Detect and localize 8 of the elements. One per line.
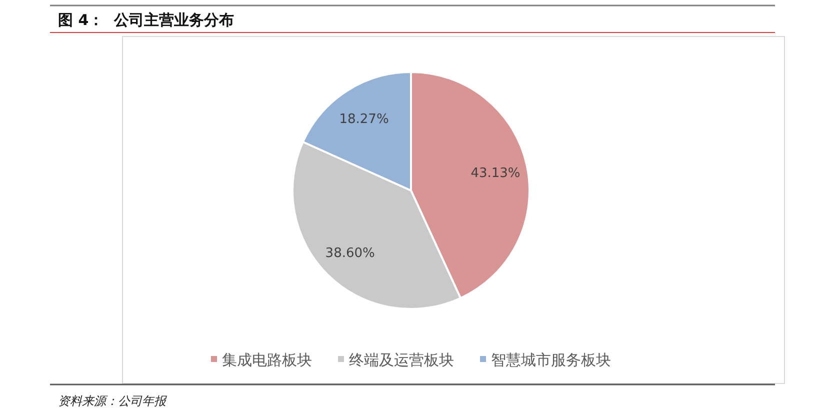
data-label: 18.27%	[339, 112, 389, 127]
data-label: 38.60%	[325, 246, 375, 261]
chart-title: 图 4： 公司主营业务分布	[58, 11, 234, 29]
legend-label: 终端及运营板块	[349, 351, 454, 369]
data-label: 43.13%	[470, 166, 520, 181]
text: 资料来源：公司年报	[58, 394, 167, 408]
legend-label: 集成电路板块	[222, 351, 312, 369]
legend-label: 智慧城市服务板块	[491, 351, 611, 369]
